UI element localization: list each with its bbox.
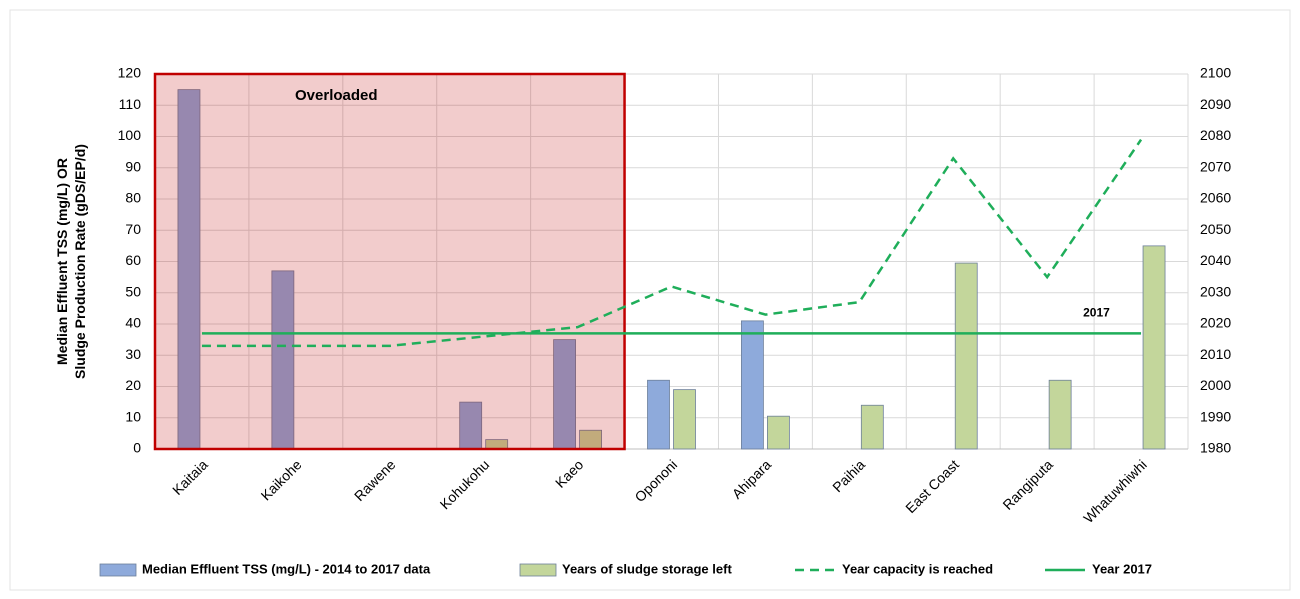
- bar: [767, 415, 790, 450]
- frame: [9, 9, 1291, 591]
- bar: [1048, 379, 1072, 450]
- y-tick-label: 120: [118, 65, 142, 81]
- legend-label: Median Effluent TSS (mg/L) - 2014 to 201…: [142, 561, 431, 576]
- overloaded-region: [153, 72, 626, 451]
- x-tick-label: Whatuwhiwhi: [1080, 456, 1150, 526]
- y2-tick-label: 2090: [1200, 96, 1231, 112]
- x-tick-label: Rawene: [351, 456, 399, 504]
- bar: [1142, 245, 1166, 450]
- legend-swatch: [519, 563, 557, 577]
- line-series: [201, 138, 1143, 348]
- y-tick-label: 90: [125, 158, 141, 174]
- y2-tick-label: 2000: [1200, 377, 1231, 393]
- y-tick-label: 50: [125, 283, 141, 299]
- bar: [860, 404, 884, 450]
- y2-tick-label: 2100: [1200, 65, 1231, 81]
- y-tick-label: 60: [125, 252, 141, 268]
- y2-tick-label: 2010: [1200, 346, 1231, 362]
- y-tick-label: 0: [133, 440, 141, 456]
- y-tick-label: 10: [125, 408, 141, 424]
- y-tick-label: 110: [119, 96, 142, 112]
- x-tick-label: Rangiputa: [999, 456, 1056, 513]
- y2-tick-label: 2060: [1200, 190, 1231, 206]
- y2-tick-label: 2020: [1200, 315, 1231, 331]
- y2-tick-label: 2070: [1200, 158, 1231, 174]
- y-axis-label: Median Effluent TSS (mg/L) OR Sludge Prod…: [54, 144, 88, 379]
- y2-tick-label: 2040: [1200, 252, 1231, 268]
- y-tick-label: 100: [118, 127, 142, 143]
- y2-tick-label: 2080: [1200, 127, 1231, 143]
- legend-label: Year 2017: [1092, 561, 1152, 576]
- y-tick-label: 40: [125, 315, 141, 331]
- x-tick-label: Kaikohe: [258, 456, 305, 503]
- y-tick-label: 30: [125, 346, 141, 362]
- y-tick-label: 70: [125, 221, 141, 237]
- annotation: 2017: [1083, 306, 1110, 320]
- legend-label: Year capacity is reached: [842, 561, 993, 576]
- legend-swatch: [99, 563, 137, 577]
- x-tick-label: Kaeo: [552, 456, 587, 491]
- y2-tick-label: 1980: [1200, 440, 1231, 456]
- bar: [647, 379, 670, 450]
- legend-label: Years of sludge storage left: [562, 561, 732, 576]
- x-tick-label: Kohukohu: [437, 456, 493, 512]
- y2-tick-label: 1990: [1200, 408, 1231, 424]
- bar: [741, 320, 764, 450]
- x-tick-label: Opononi: [631, 456, 680, 505]
- y-tick-label: 80: [125, 190, 141, 206]
- bar: [673, 389, 696, 450]
- bar: [954, 262, 978, 450]
- x-tick-label: Paihia: [829, 456, 868, 495]
- x-tick-label: Kaitaia: [169, 456, 211, 498]
- y-axis-label-line: Sludge Production Rate (gDS/EP/d): [72, 144, 88, 379]
- y2-tick-label: 2050: [1200, 221, 1231, 237]
- y-tick-label: 20: [125, 377, 141, 393]
- y-axis-label-line: Median Effluent TSS (mg/L) OR: [54, 158, 70, 365]
- y2-tick-label: 2030: [1200, 283, 1231, 299]
- annotation: Overloaded: [295, 87, 378, 104]
- x-tick-label: East Coast: [902, 456, 962, 516]
- x-tick-label: Ahipara: [729, 456, 775, 502]
